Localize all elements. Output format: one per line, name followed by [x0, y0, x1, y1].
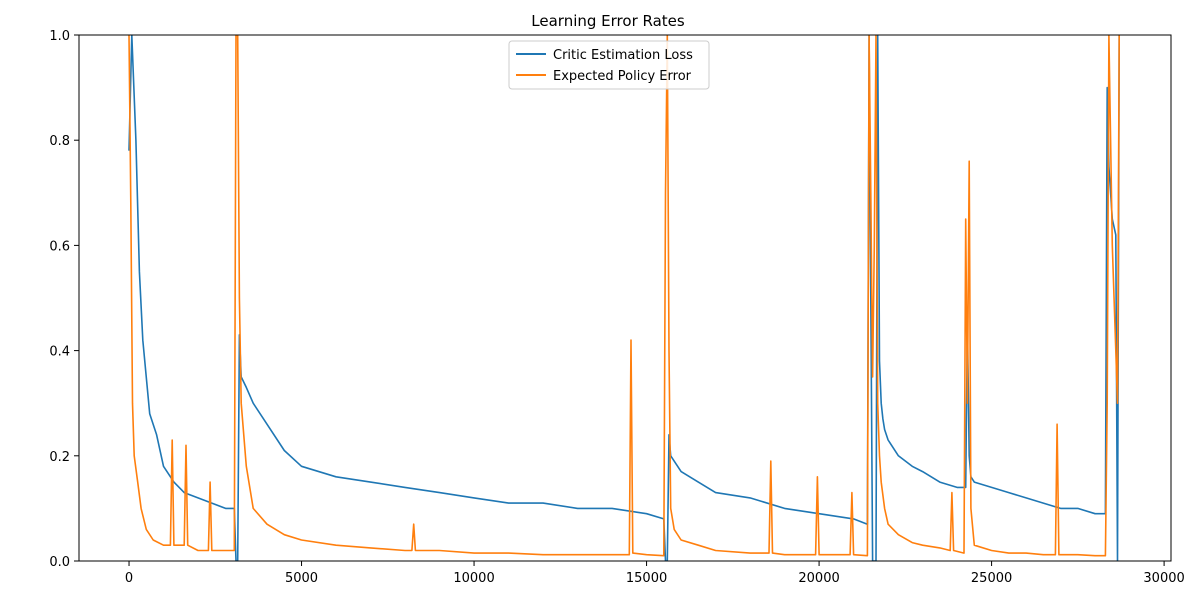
x-tick-label: 0 — [125, 571, 133, 586]
y-tick-label: 0.2 — [49, 450, 70, 465]
y-tick-label: 0.0 — [49, 555, 70, 570]
legend-label-critic-estimation-loss: Critic Estimation Loss — [553, 48, 693, 63]
plot-frame — [78, 34, 1172, 562]
x-tick-label: 5000 — [285, 571, 318, 586]
legend-label-expected-policy-error: Expected Policy Error — [553, 69, 692, 84]
x-tick-label: 30000 — [1143, 571, 1184, 586]
series-line-expected-policy-error — [128, 35, 1120, 557]
x-axis: 0 5000 10000 15000 20000 25000 30000 — [125, 561, 1185, 586]
legend-box — [508, 40, 710, 90]
y-tick-label: 0.6 — [49, 239, 70, 254]
series-layer — [128, 35, 1120, 561]
x-tick-label: 25000 — [971, 571, 1012, 586]
y-axis: 0.0 0.2 0.4 0.6 0.8 1.0 — [49, 29, 79, 570]
x-tick-label: 15000 — [626, 571, 667, 586]
chart-title: Learning Error Rates — [531, 12, 685, 30]
legend: Critic Estimation Loss Expected Policy E… — [508, 40, 710, 90]
y-tick-label: 1.0 — [49, 29, 70, 44]
y-tick-label: 0.8 — [49, 134, 70, 149]
x-tick-label: 20000 — [798, 571, 839, 586]
y-tick-label: 0.4 — [49, 345, 70, 360]
x-tick-label: 10000 — [453, 571, 494, 586]
